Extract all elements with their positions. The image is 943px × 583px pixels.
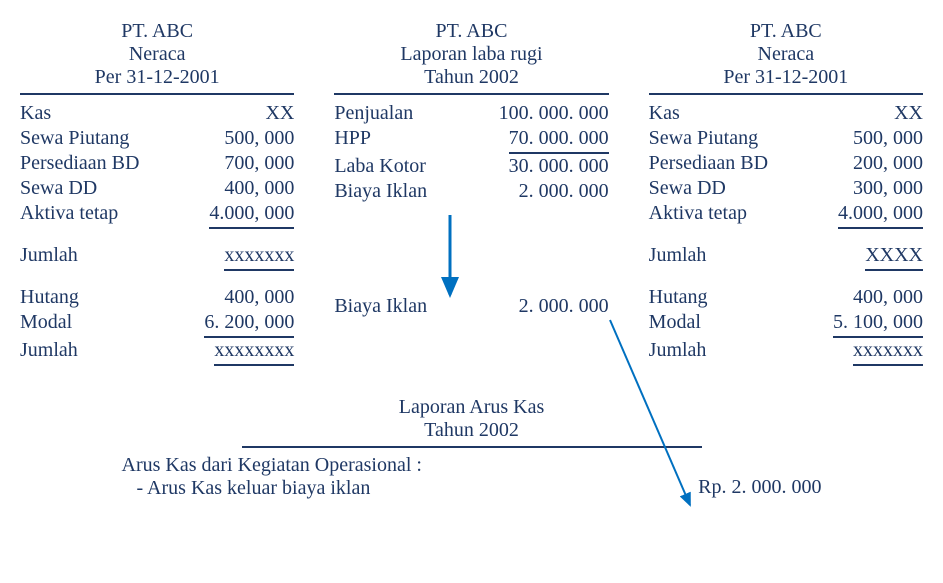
cashflow-h2: Tahun 2002 <box>20 419 923 442</box>
table-row: Penjualan100. 000. 000 <box>334 101 608 126</box>
mid-h2: Laporan laba rugi <box>334 43 608 66</box>
table-row: Modal5. 100, 000 <box>649 310 923 338</box>
right-neraca: PT. ABC Neraca Per 31-12-2001 KasXX Sewa… <box>649 20 923 366</box>
mid-h1: PT. ABC <box>334 20 608 43</box>
mid-header: PT. ABC Laporan laba rugi Tahun 2002 <box>334 20 608 89</box>
right-h2: Neraca <box>649 43 923 66</box>
left-total1: Jumlahxxxxxxx <box>20 243 294 271</box>
table-row: KasXX <box>649 101 923 126</box>
table-row: Biaya Iklan2. 000. 000 <box>334 179 608 204</box>
table-row: Persediaan BD200, 000 <box>649 151 923 176</box>
left-rule <box>20 93 294 95</box>
left-h3: Per 31-12-2001 <box>20 66 294 89</box>
right-h3: Per 31-12-2001 <box>649 66 923 89</box>
table-row: Modal6. 200, 000 <box>20 310 294 338</box>
right-total1: JumlahXXXX <box>649 243 923 271</box>
left-h1: PT. ABC <box>20 20 294 43</box>
table-row: Sewa Piutang500, 000 <box>20 126 294 151</box>
table-row: Sewa DD300, 000 <box>649 176 923 201</box>
cashflow-line1: Arus Kas dari Kegiatan Operasional : <box>122 454 422 477</box>
table-row: KasXX <box>20 101 294 126</box>
table-row: Hutang400, 000 <box>649 285 923 310</box>
table-row: Sewa DD400, 000 <box>20 176 294 201</box>
cashflow-section: Laporan Arus Kas Tahun 2002 Arus Kas dar… <box>20 396 923 500</box>
left-h2: Neraca <box>20 43 294 66</box>
mid-rule <box>334 93 608 95</box>
mid-lower: Biaya Iklan2. 000. 000 <box>334 294 608 319</box>
cashflow-amount: Rp. 2. 000. 000 <box>698 454 821 500</box>
table-row: Aktiva tetap4.000, 000 <box>649 201 923 229</box>
cashflow-line2: - Arus Kas keluar biaya iklan <box>122 477 422 500</box>
cashflow-rule <box>242 446 702 448</box>
table-row: Laba Kotor30. 000. 000 <box>334 154 608 179</box>
left-neraca: PT. ABC Neraca Per 31-12-2001 KasXX Sewa… <box>20 20 294 366</box>
right-total2: Jumlahxxxxxxx <box>649 338 923 366</box>
left-total2: Jumlahxxxxxxxx <box>20 338 294 366</box>
table-row: Persediaan BD700, 000 <box>20 151 294 176</box>
table-row: Hutang400, 000 <box>20 285 294 310</box>
mid-laba-rugi: PT. ABC Laporan laba rugi Tahun 2002 Pen… <box>334 20 608 366</box>
three-column-layout: PT. ABC Neraca Per 31-12-2001 KasXX Sewa… <box>20 20 923 366</box>
left-header: PT. ABC Neraca Per 31-12-2001 <box>20 20 294 89</box>
table-row: HPP70. 000. 000 <box>334 126 608 154</box>
right-header: PT. ABC Neraca Per 31-12-2001 <box>649 20 923 89</box>
mid-h3: Tahun 2002 <box>334 66 608 89</box>
right-rule <box>649 93 923 95</box>
right-h1: PT. ABC <box>649 20 923 43</box>
table-row: Aktiva tetap4.000, 000 <box>20 201 294 229</box>
cashflow-h1: Laporan Arus Kas <box>20 396 923 419</box>
table-row: Sewa Piutang500, 000 <box>649 126 923 151</box>
